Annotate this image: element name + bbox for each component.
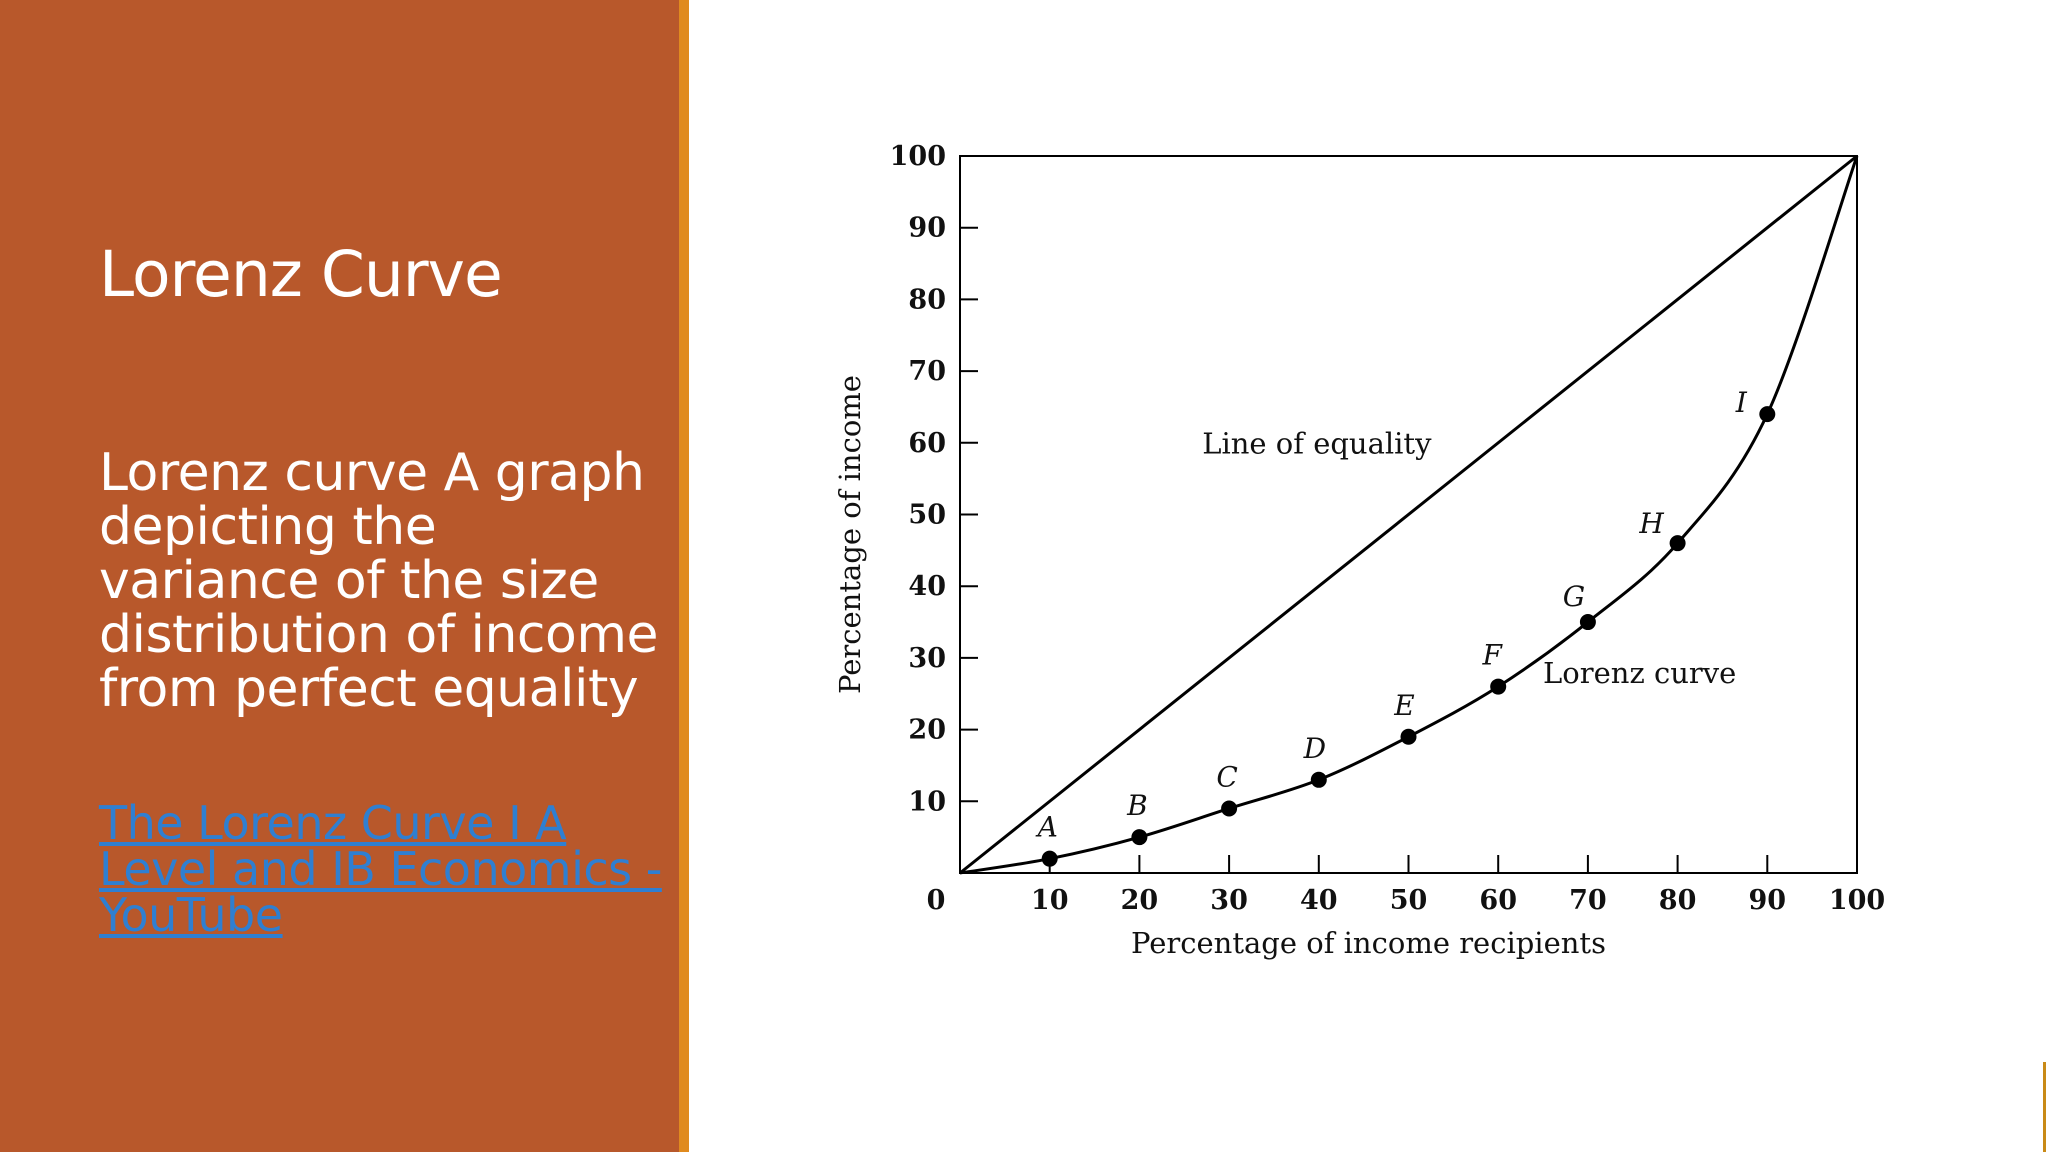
y-tick-label: 80 [908, 284, 946, 315]
line-of-equality [959, 154, 1858, 875]
y-tick-label: 100 [890, 141, 946, 172]
accent-divider [679, 0, 689, 1152]
lorenz-point-h [1669, 535, 1686, 552]
y-tick-label: 20 [908, 715, 946, 746]
lorenz-point-b [1131, 829, 1148, 846]
title-panel [0, 0, 679, 1152]
y-tick-label: 50 [908, 500, 946, 531]
x-tick-label: 20 [1121, 885, 1159, 916]
x-tick-label: 100 [1829, 885, 1885, 916]
x-tick-label: 30 [1210, 885, 1248, 916]
slide-title: Lorenz Curve [99, 238, 503, 311]
x-tick-label: 80 [1659, 885, 1697, 916]
point-label-a: A [1035, 811, 1058, 844]
lorenz-point-a [1041, 850, 1058, 867]
y-axis-label: Percentage of income [833, 375, 867, 694]
chart-svg: 0 10 20 30 40 50 60 70 80 90 100 10 20 30 40 50 60 70 80 90… [833, 141, 1885, 960]
x-tick-label: 90 [1749, 885, 1787, 916]
lorenz-point-i [1759, 406, 1776, 423]
lorenz-point-e [1400, 728, 1417, 745]
x-tick-label: 10 [1031, 885, 1069, 916]
y-tick-label: 30 [908, 643, 946, 674]
y-tick-label: 40 [908, 571, 946, 602]
point-label-b: B [1126, 789, 1148, 822]
annotation-lorenz-curve: Lorenz curve [1543, 656, 1736, 690]
point-label-h: H [1638, 507, 1664, 540]
annotation-line-of-equality: Line of equality [1202, 427, 1432, 461]
lorenz-point-c [1221, 800, 1238, 817]
lorenz-point-f [1490, 678, 1507, 695]
y-tick-label: 60 [908, 428, 946, 459]
lorenz-point-d [1310, 771, 1327, 788]
edge-marker [2043, 1062, 2046, 1152]
y-tick-label: 70 [908, 356, 946, 387]
point-label-d: D [1303, 732, 1326, 765]
x-tick-label: 70 [1569, 885, 1607, 916]
y-tick-label: 90 [908, 213, 946, 244]
point-label-g: G [1563, 580, 1585, 613]
youtube-link[interactable]: The Lorenz Curve I A Level and IB Econom… [99, 796, 662, 942]
lorenz-chart: 0 10 20 30 40 50 60 70 80 90 100 10 20 30 40 50 60 70 80 90… [830, 120, 1910, 990]
x-tick-label: 50 [1390, 885, 1428, 916]
point-label-e: E [1393, 689, 1414, 722]
x-tick-label: 60 [1479, 885, 1517, 916]
lorenz-point-g [1579, 614, 1596, 631]
x-tick-label: 0 [927, 885, 946, 916]
y-tick-label: 10 [908, 786, 946, 817]
x-axis-label: Percentage of income recipients [1131, 926, 1606, 960]
point-label-i: I [1735, 386, 1748, 419]
definition-text: Lorenz curve A graph depicting the varia… [99, 443, 658, 719]
point-label-c: C [1216, 760, 1237, 793]
x-tick-label: 40 [1300, 885, 1338, 916]
point-label-f: F [1481, 639, 1503, 672]
